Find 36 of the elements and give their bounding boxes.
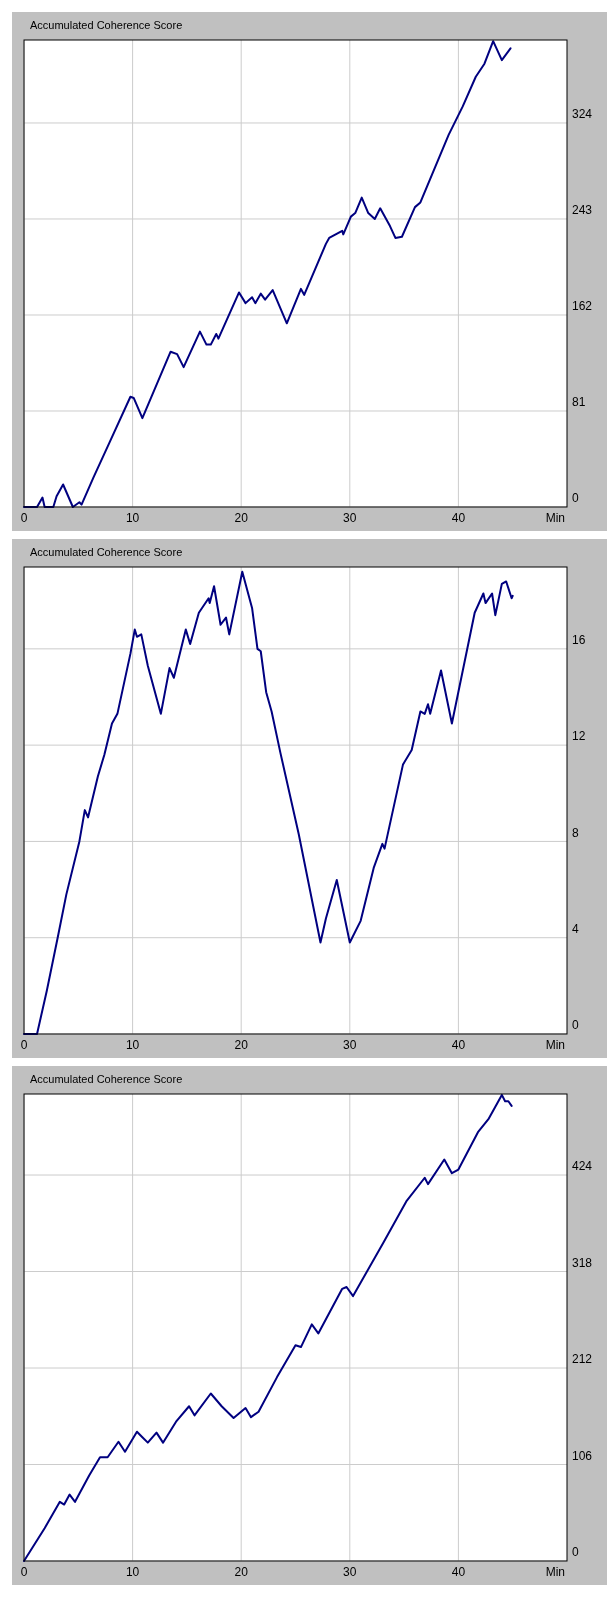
x-tick-label: 10 (125, 1038, 140, 1052)
y-tick-label: 0 (572, 1018, 579, 1033)
x-tick-label: 30 (343, 1038, 357, 1052)
y-tick-label: 8 (572, 825, 579, 840)
x-tick-label: 30 (343, 511, 357, 525)
chart-title: Accumulated Coherence Score (30, 19, 183, 31)
x-axis-title: Min (545, 1038, 565, 1052)
y-tick-label: 12 (572, 729, 586, 744)
chart-title: Accumulated Coherence Score (30, 546, 183, 558)
y-tick-label: 162 (572, 299, 593, 314)
x-tick-label: 40 (451, 1565, 466, 1579)
y-tick-label: 4 (572, 921, 579, 936)
x-tick-label: 20 (234, 1565, 249, 1579)
x-tick-label: 0 (20, 511, 28, 525)
x-tick-label: 30 (343, 1565, 357, 1579)
y-tick-label: 424 (572, 1159, 593, 1174)
y-tick-label: 324 (572, 107, 593, 122)
x-tick-label: 10 (125, 511, 140, 525)
y-tick-label: 243 (572, 203, 593, 218)
y-tick-label: 318 (572, 1255, 593, 1270)
x-axis-title: Min (545, 511, 565, 525)
y-tick-label: 212 (572, 1352, 593, 1367)
y-tick-label: 16 (572, 633, 586, 648)
x-axis-title: Min (545, 1565, 565, 1579)
y-tick-label: 0 (572, 1545, 579, 1560)
x-tick-label: 40 (451, 1038, 466, 1052)
y-tick-label: 0 (572, 491, 579, 506)
x-tick-label: 10 (125, 1565, 140, 1579)
chart-title: Accumulated Coherence Score (30, 1073, 183, 1085)
x-tick-label: 20 (234, 511, 249, 525)
x-tick-label: 20 (234, 1038, 249, 1052)
y-tick-label: 81 (572, 395, 586, 410)
x-tick-label: 0 (20, 1038, 28, 1052)
y-tick-label: 106 (572, 1448, 593, 1463)
x-tick-label: 40 (451, 511, 466, 525)
x-tick-label: 0 (20, 1565, 28, 1579)
